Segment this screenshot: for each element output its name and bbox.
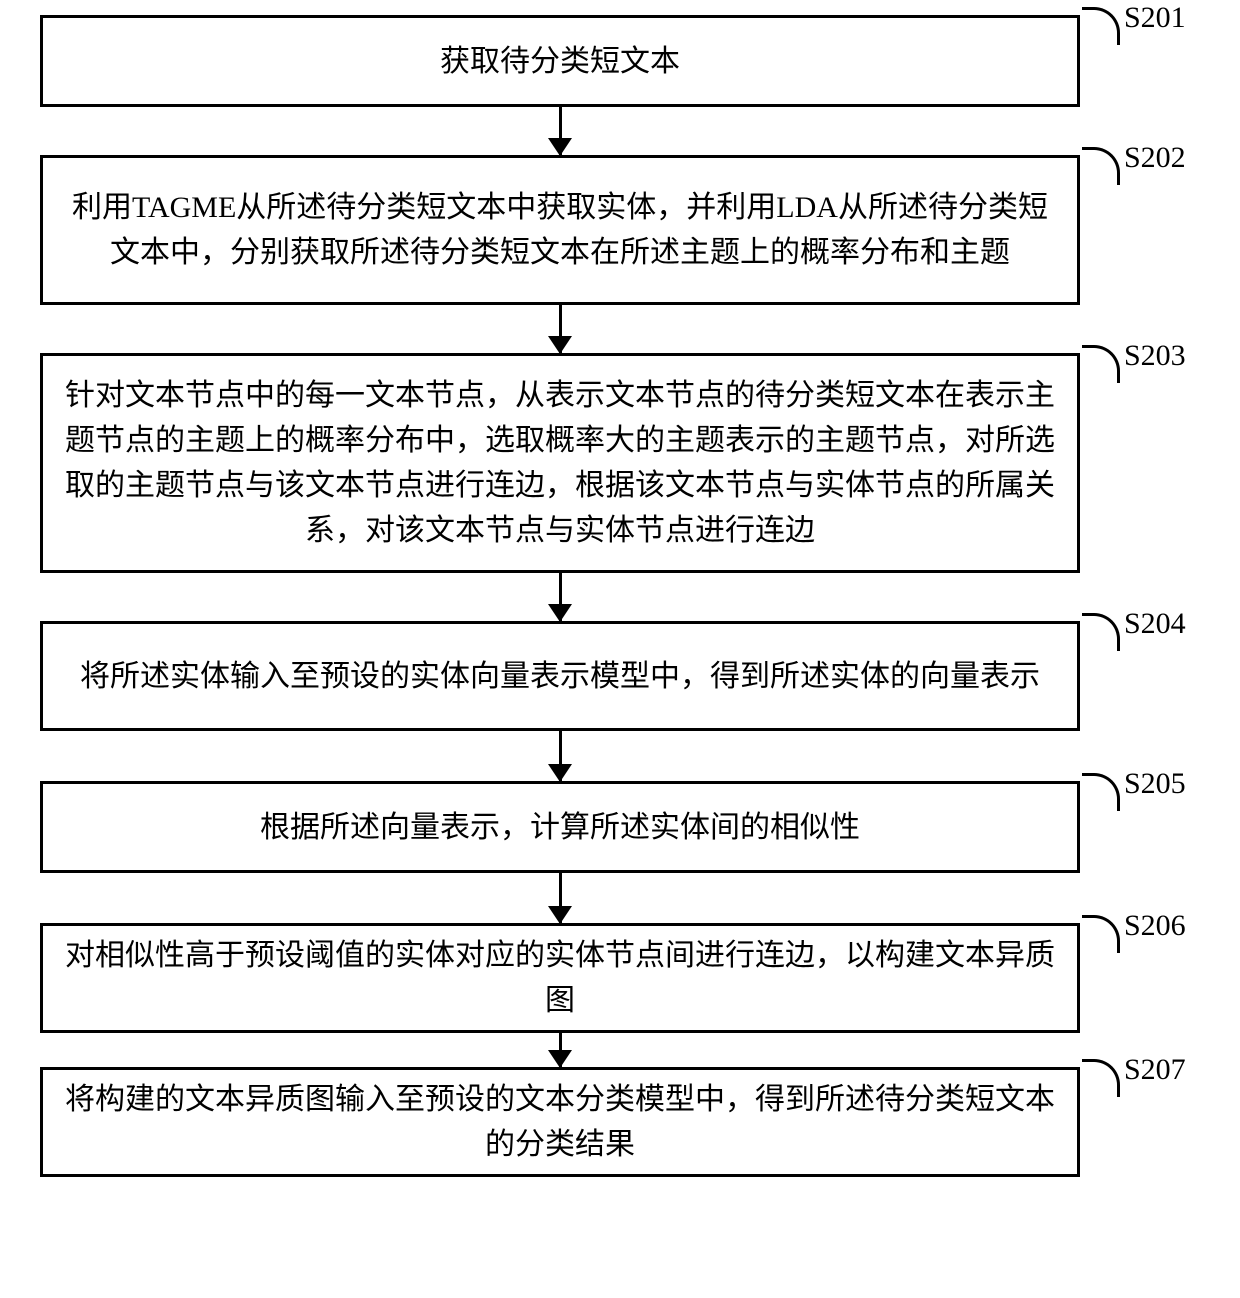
step-label-s204: S204: [1124, 607, 1186, 641]
arrow-s202: [40, 305, 1080, 353]
arrow-down-icon: [559, 731, 562, 781]
arrow-down-icon: [559, 873, 562, 923]
arrow-s206: [40, 1033, 1080, 1067]
step-row-s206: 对相似性高于预设阈值的实体对应的实体节点间进行连边，以构建文本异质图S206: [40, 923, 1200, 1033]
flowchart-container: 获取待分类短文本S201 利用TAGME从所述待分类短文本中获取实体，并利用LDA…: [40, 15, 1200, 1177]
step-label-s206: S206: [1124, 909, 1186, 943]
arrow-head-icon: [548, 764, 572, 782]
bracket-icon: [1082, 147, 1120, 185]
step-row-s205: 根据所述向量表示，计算所述实体间的相似性S205: [40, 781, 1200, 873]
step-box-s205: 根据所述向量表示，计算所述实体间的相似性: [40, 781, 1080, 873]
arrow-down-icon: [559, 107, 562, 155]
step-box-s204: 将所述实体输入至预设的实体向量表示模型中，得到所述实体的向量表示: [40, 621, 1080, 731]
arrow-s201: [40, 107, 1080, 155]
step-box-s207: 将构建的文本异质图输入至预设的文本分类模型中，得到所述待分类短文本的分类结果: [40, 1067, 1080, 1177]
arrow-s204: [40, 731, 1080, 781]
bracket-icon: [1082, 773, 1120, 811]
arrow-head-icon: [548, 1050, 572, 1068]
step-row-s204: 将所述实体输入至预设的实体向量表示模型中，得到所述实体的向量表示S204: [40, 621, 1200, 731]
arrow-head-icon: [548, 138, 572, 156]
step-label-s203: S203: [1124, 339, 1186, 373]
bracket-icon: [1082, 915, 1120, 953]
arrow-head-icon: [548, 604, 572, 622]
step-row-s207: 将构建的文本异质图输入至预设的文本分类模型中，得到所述待分类短文本的分类结果S2…: [40, 1067, 1200, 1177]
arrow-down-icon: [559, 305, 562, 353]
bracket-icon: [1082, 613, 1120, 651]
step-row-s202: 利用TAGME从所述待分类短文本中获取实体，并利用LDA从所述待分类短文本中，分…: [40, 155, 1200, 305]
arrow-head-icon: [548, 906, 572, 924]
arrow-s205: [40, 873, 1080, 923]
step-label-s205: S205: [1124, 767, 1186, 801]
bracket-icon: [1082, 345, 1120, 383]
step-box-s201: 获取待分类短文本: [40, 15, 1080, 107]
arrow-head-icon: [548, 336, 572, 354]
step-row-s203: 针对文本节点中的每一文本节点，从表示文本节点的待分类短文本在表示主题节点的主题上…: [40, 353, 1200, 573]
bracket-icon: [1082, 7, 1120, 45]
step-box-s202: 利用TAGME从所述待分类短文本中获取实体，并利用LDA从所述待分类短文本中，分…: [40, 155, 1080, 305]
step-box-s206: 对相似性高于预设阈值的实体对应的实体节点间进行连边，以构建文本异质图: [40, 923, 1080, 1033]
arrow-s203: [40, 573, 1080, 621]
step-label-s207: S207: [1124, 1053, 1186, 1087]
step-label-s201: S201: [1124, 1, 1186, 35]
step-box-s203: 针对文本节点中的每一文本节点，从表示文本节点的待分类短文本在表示主题节点的主题上…: [40, 353, 1080, 573]
step-label-s202: S202: [1124, 141, 1186, 175]
step-row-s201: 获取待分类短文本S201: [40, 15, 1200, 107]
arrow-down-icon: [559, 1033, 562, 1067]
arrow-down-icon: [559, 573, 562, 621]
bracket-icon: [1082, 1059, 1120, 1097]
